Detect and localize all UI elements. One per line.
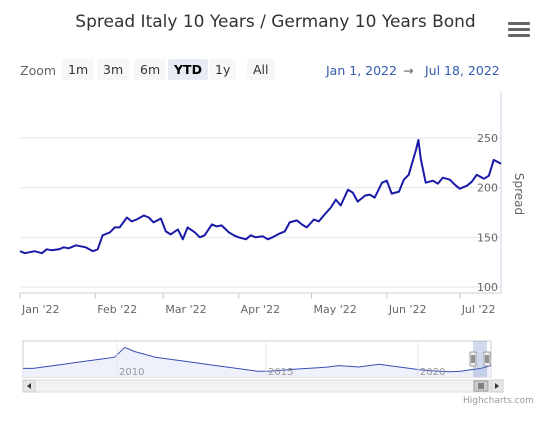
x-tick-label: Jun '22	[388, 303, 427, 316]
scroll-right-arrow-icon	[495, 383, 499, 389]
navigator: 2010 2015 2020	[22, 340, 504, 393]
zoom-button-ytd[interactable]: YTD	[168, 59, 208, 80]
x-tick-label: Feb '22	[97, 303, 137, 316]
zoom-button-1m[interactable]: 1m	[62, 59, 95, 80]
plot-axis: 100 150 200 250 Spread Jan '22 Feb '22 Mar '22 A…	[19, 92, 526, 316]
range-to-input[interactable]: Jul 18, 2022	[425, 63, 500, 78]
menu-bar	[508, 22, 530, 25]
scroll-left-arrow-icon	[27, 383, 31, 389]
series-line	[19, 139, 502, 255]
range-from-input[interactable]: Jan 1, 2022	[326, 63, 397, 78]
navigator-tick-label: 2020	[420, 367, 445, 378]
navigator-handle[interactable]	[469, 351, 477, 367]
plot-series	[19, 139, 502, 255]
x-tick-label: Jul '22	[461, 303, 496, 316]
y-tick-label: 150	[477, 231, 498, 244]
y-tick-label: 100	[477, 281, 498, 294]
zoom-button-all[interactable]: All	[247, 59, 275, 80]
range-arrow: →	[403, 63, 414, 78]
credits-link[interactable]: Highcharts.com	[463, 396, 534, 406]
hamburger-menu-icon[interactable]	[508, 22, 530, 40]
chart-title: Spread Italy 10 Years / Germany 10 Years…	[75, 12, 476, 32]
navigator-tick-label: 2015	[268, 367, 293, 378]
navigator-line	[23, 346, 492, 373]
y-tick-label: 200	[477, 182, 498, 195]
menu-bar	[508, 28, 530, 31]
x-tick-label: May '22	[314, 303, 357, 316]
y-tick-label: 250	[477, 132, 498, 145]
x-tick-label: Apr '22	[241, 303, 281, 316]
x-tick-label: Jan '22	[21, 303, 59, 316]
menu-bar	[508, 34, 530, 37]
scrollbar-track[interactable]	[22, 379, 504, 393]
zoom-button-3m[interactable]: 3m	[97, 59, 130, 80]
navigator-tick-label: 2010	[119, 367, 144, 378]
zoom-button-1y[interactable]: 1y	[209, 59, 237, 80]
plot-grid	[20, 137, 501, 288]
navigator-selection	[473, 341, 487, 377]
zoom-label: Zoom	[20, 63, 57, 78]
x-tick-label: Mar '22	[165, 303, 206, 316]
navigator-handle[interactable]	[483, 351, 491, 367]
navigator-area	[23, 347, 491, 377]
y-axis-title: Spread	[512, 173, 526, 215]
zoom-button-6m[interactable]: 6m	[134, 59, 167, 80]
